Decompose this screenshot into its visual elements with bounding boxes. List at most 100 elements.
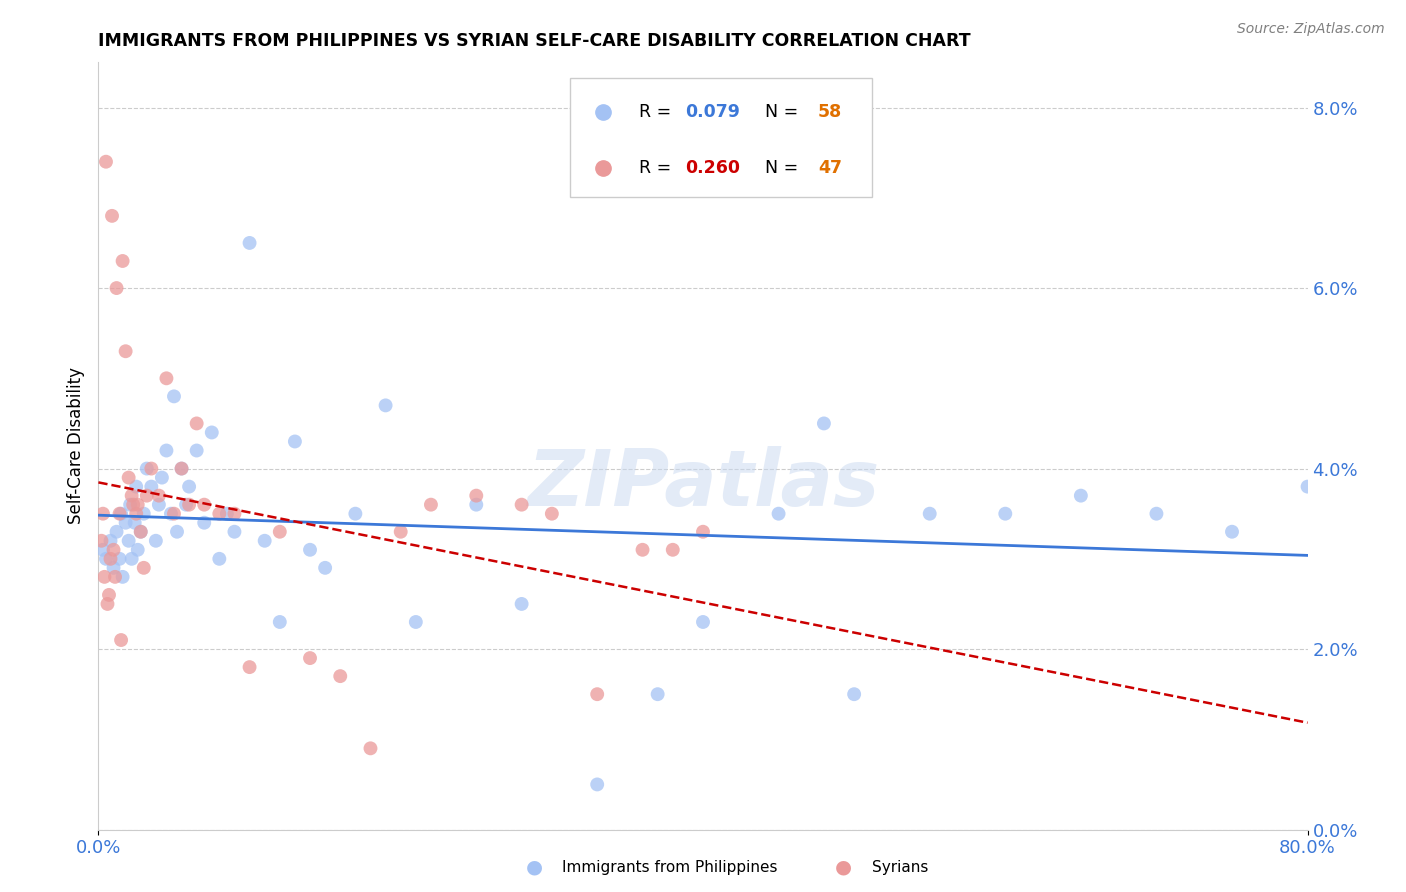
- Point: [100, 533, 122, 548]
- Text: 0.260: 0.260: [685, 160, 740, 178]
- Point: [91, 542, 114, 557]
- Point: [994, 507, 1017, 521]
- Point: [93, 570, 115, 584]
- Point: [125, 507, 148, 521]
- Point: [918, 507, 941, 521]
- Y-axis label: Self-Care Disability: Self-Care Disability: [66, 368, 84, 524]
- Point: [105, 524, 128, 539]
- Text: Source: ZipAtlas.com: Source: ZipAtlas.com: [1237, 22, 1385, 37]
- Point: [103, 561, 125, 575]
- Text: 47: 47: [818, 160, 842, 178]
- Point: [132, 561, 155, 575]
- Point: [374, 398, 396, 412]
- Point: [108, 551, 131, 566]
- Point: [179, 498, 201, 512]
- Point: [155, 371, 177, 385]
- Point: [239, 660, 262, 674]
- Point: [110, 633, 132, 648]
- Point: [510, 597, 533, 611]
- Point: [120, 498, 142, 512]
- Point: [224, 507, 246, 521]
- Point: [111, 570, 134, 584]
- Point: [692, 615, 714, 629]
- Point: [103, 542, 125, 557]
- Text: IMMIGRANTS FROM PHILIPPINES VS SYRIAN SELF-CARE DISABILITY CORRELATION CHART: IMMIGRANTS FROM PHILIPPINES VS SYRIAN SE…: [98, 32, 972, 50]
- Point: [314, 561, 336, 575]
- Point: [284, 434, 307, 449]
- Text: 58: 58: [818, 103, 842, 120]
- Point: [201, 425, 224, 440]
- Point: [647, 687, 669, 701]
- Text: 0.079: 0.079: [685, 103, 740, 120]
- Point: [1296, 480, 1319, 494]
- Point: [269, 615, 291, 629]
- Point: [631, 542, 654, 557]
- Text: R =: R =: [638, 103, 676, 120]
- Point: [215, 507, 238, 521]
- Text: N =: N =: [754, 160, 804, 178]
- Point: [150, 470, 173, 484]
- Point: [94, 154, 117, 169]
- Point: [124, 516, 146, 530]
- Text: ●: ●: [835, 857, 852, 877]
- Point: [405, 615, 427, 629]
- Point: [208, 507, 231, 521]
- Point: [299, 651, 322, 665]
- Point: [100, 551, 122, 566]
- Point: [148, 489, 170, 503]
- Point: [344, 507, 367, 521]
- Text: N =: N =: [754, 103, 804, 120]
- Point: [145, 533, 167, 548]
- Point: [160, 507, 183, 521]
- Point: [90, 533, 112, 548]
- Point: [1070, 489, 1092, 503]
- Point: [118, 470, 141, 484]
- Point: [127, 498, 149, 512]
- Point: [148, 498, 170, 512]
- Point: [269, 524, 291, 539]
- Point: [141, 461, 163, 475]
- Point: [114, 516, 136, 530]
- Text: Immigrants from Philippines: Immigrants from Philippines: [562, 860, 778, 874]
- Point: [104, 570, 127, 584]
- Point: [163, 389, 186, 403]
- Point: [101, 209, 124, 223]
- Point: [163, 507, 186, 521]
- Point: [540, 507, 562, 521]
- Point: [389, 524, 412, 539]
- Point: [299, 542, 322, 557]
- Point: [127, 542, 149, 557]
- Point: [329, 669, 352, 683]
- Point: [111, 254, 134, 268]
- Point: [193, 498, 215, 512]
- Point: [155, 443, 177, 458]
- Point: [465, 498, 488, 512]
- Point: [465, 489, 488, 503]
- Point: [170, 461, 193, 475]
- Point: [121, 489, 143, 503]
- Point: [253, 533, 276, 548]
- Point: [114, 344, 136, 359]
- Point: [586, 777, 609, 791]
- Text: ●: ●: [526, 857, 543, 877]
- Point: [1220, 524, 1243, 539]
- Point: [193, 516, 215, 530]
- Point: [1146, 507, 1168, 521]
- Point: [420, 498, 443, 512]
- Point: [186, 417, 208, 431]
- Point: [510, 498, 533, 512]
- Point: [186, 443, 208, 458]
- Point: [166, 524, 188, 539]
- Point: [661, 542, 683, 557]
- Text: R =: R =: [638, 160, 676, 178]
- Text: Syrians: Syrians: [872, 860, 928, 874]
- Point: [586, 687, 609, 701]
- Point: [174, 498, 197, 512]
- Point: [94, 551, 117, 566]
- Point: [105, 281, 128, 295]
- Point: [224, 524, 246, 539]
- Point: [110, 507, 132, 521]
- Point: [170, 461, 193, 475]
- Point: [132, 507, 155, 521]
- Text: ZIPatlas: ZIPatlas: [527, 446, 879, 523]
